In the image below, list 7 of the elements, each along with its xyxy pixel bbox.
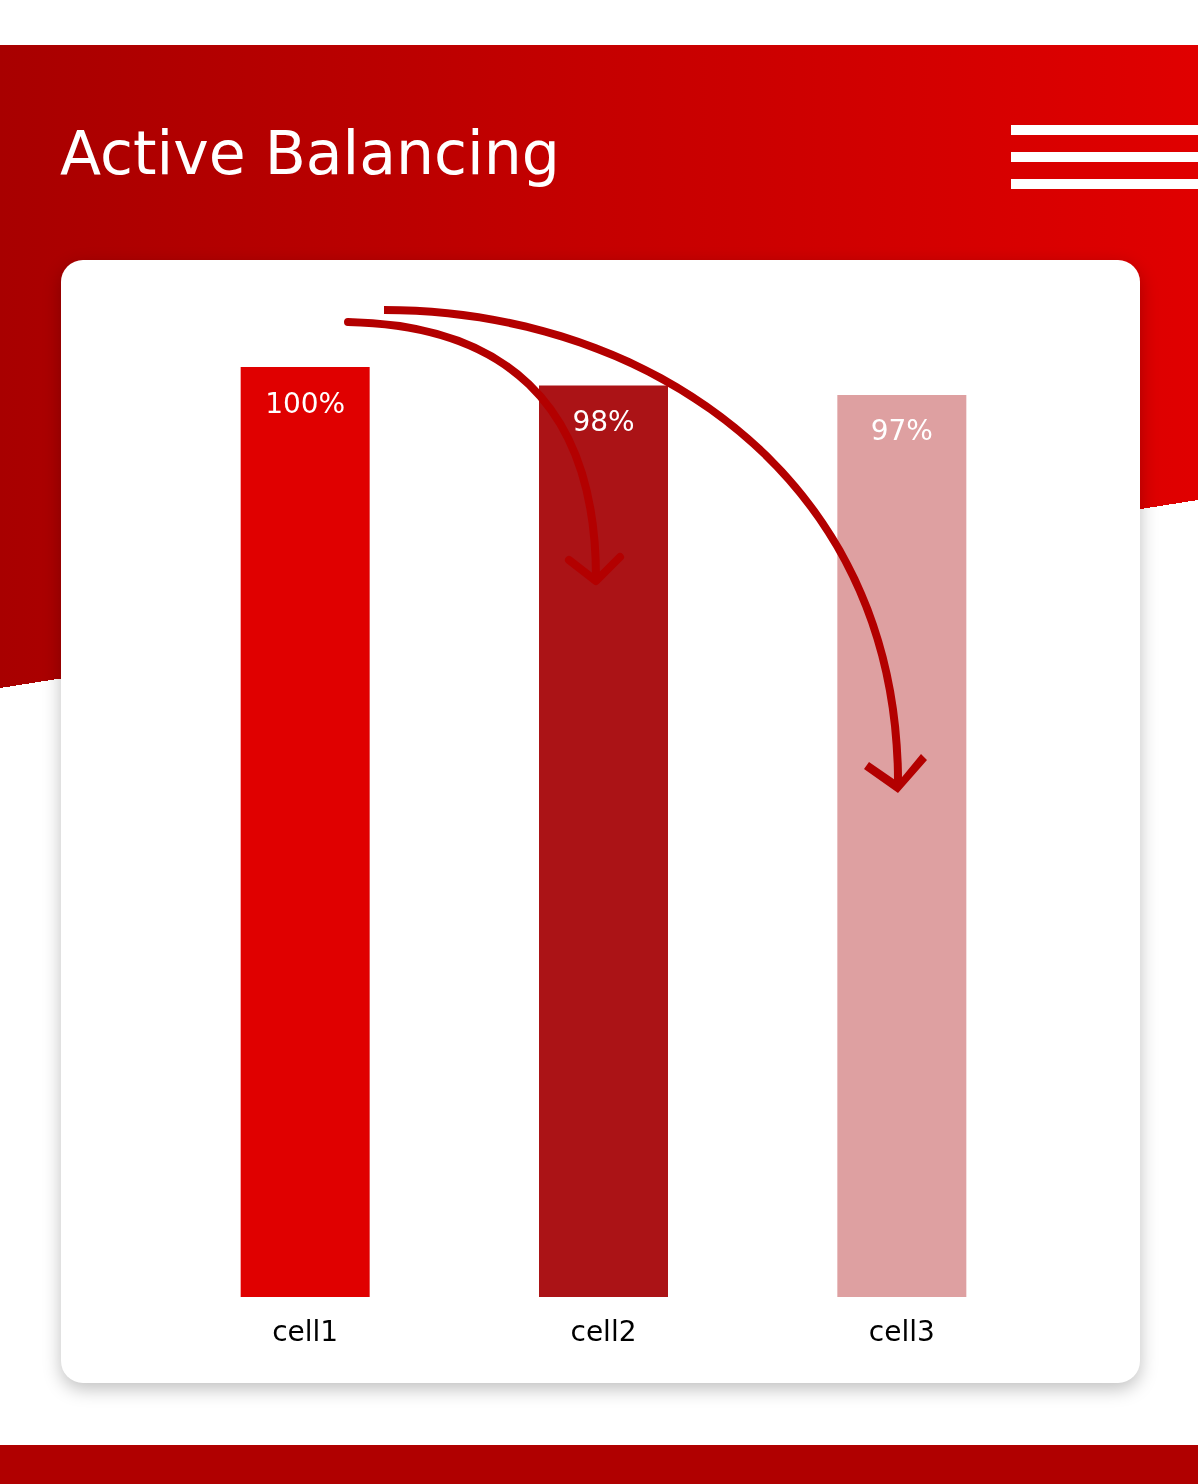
data-label: 98% <box>572 405 635 439</box>
x-tick-label: cell3 <box>868 1314 935 1348</box>
data-label: 100% <box>265 386 346 420</box>
x-tick-label: cell1 <box>272 1314 339 1348</box>
chart-title: Active Balancing <box>60 118 560 188</box>
data-label: 97% <box>870 414 933 448</box>
x-tick-label: cell2 <box>570 1314 637 1348</box>
